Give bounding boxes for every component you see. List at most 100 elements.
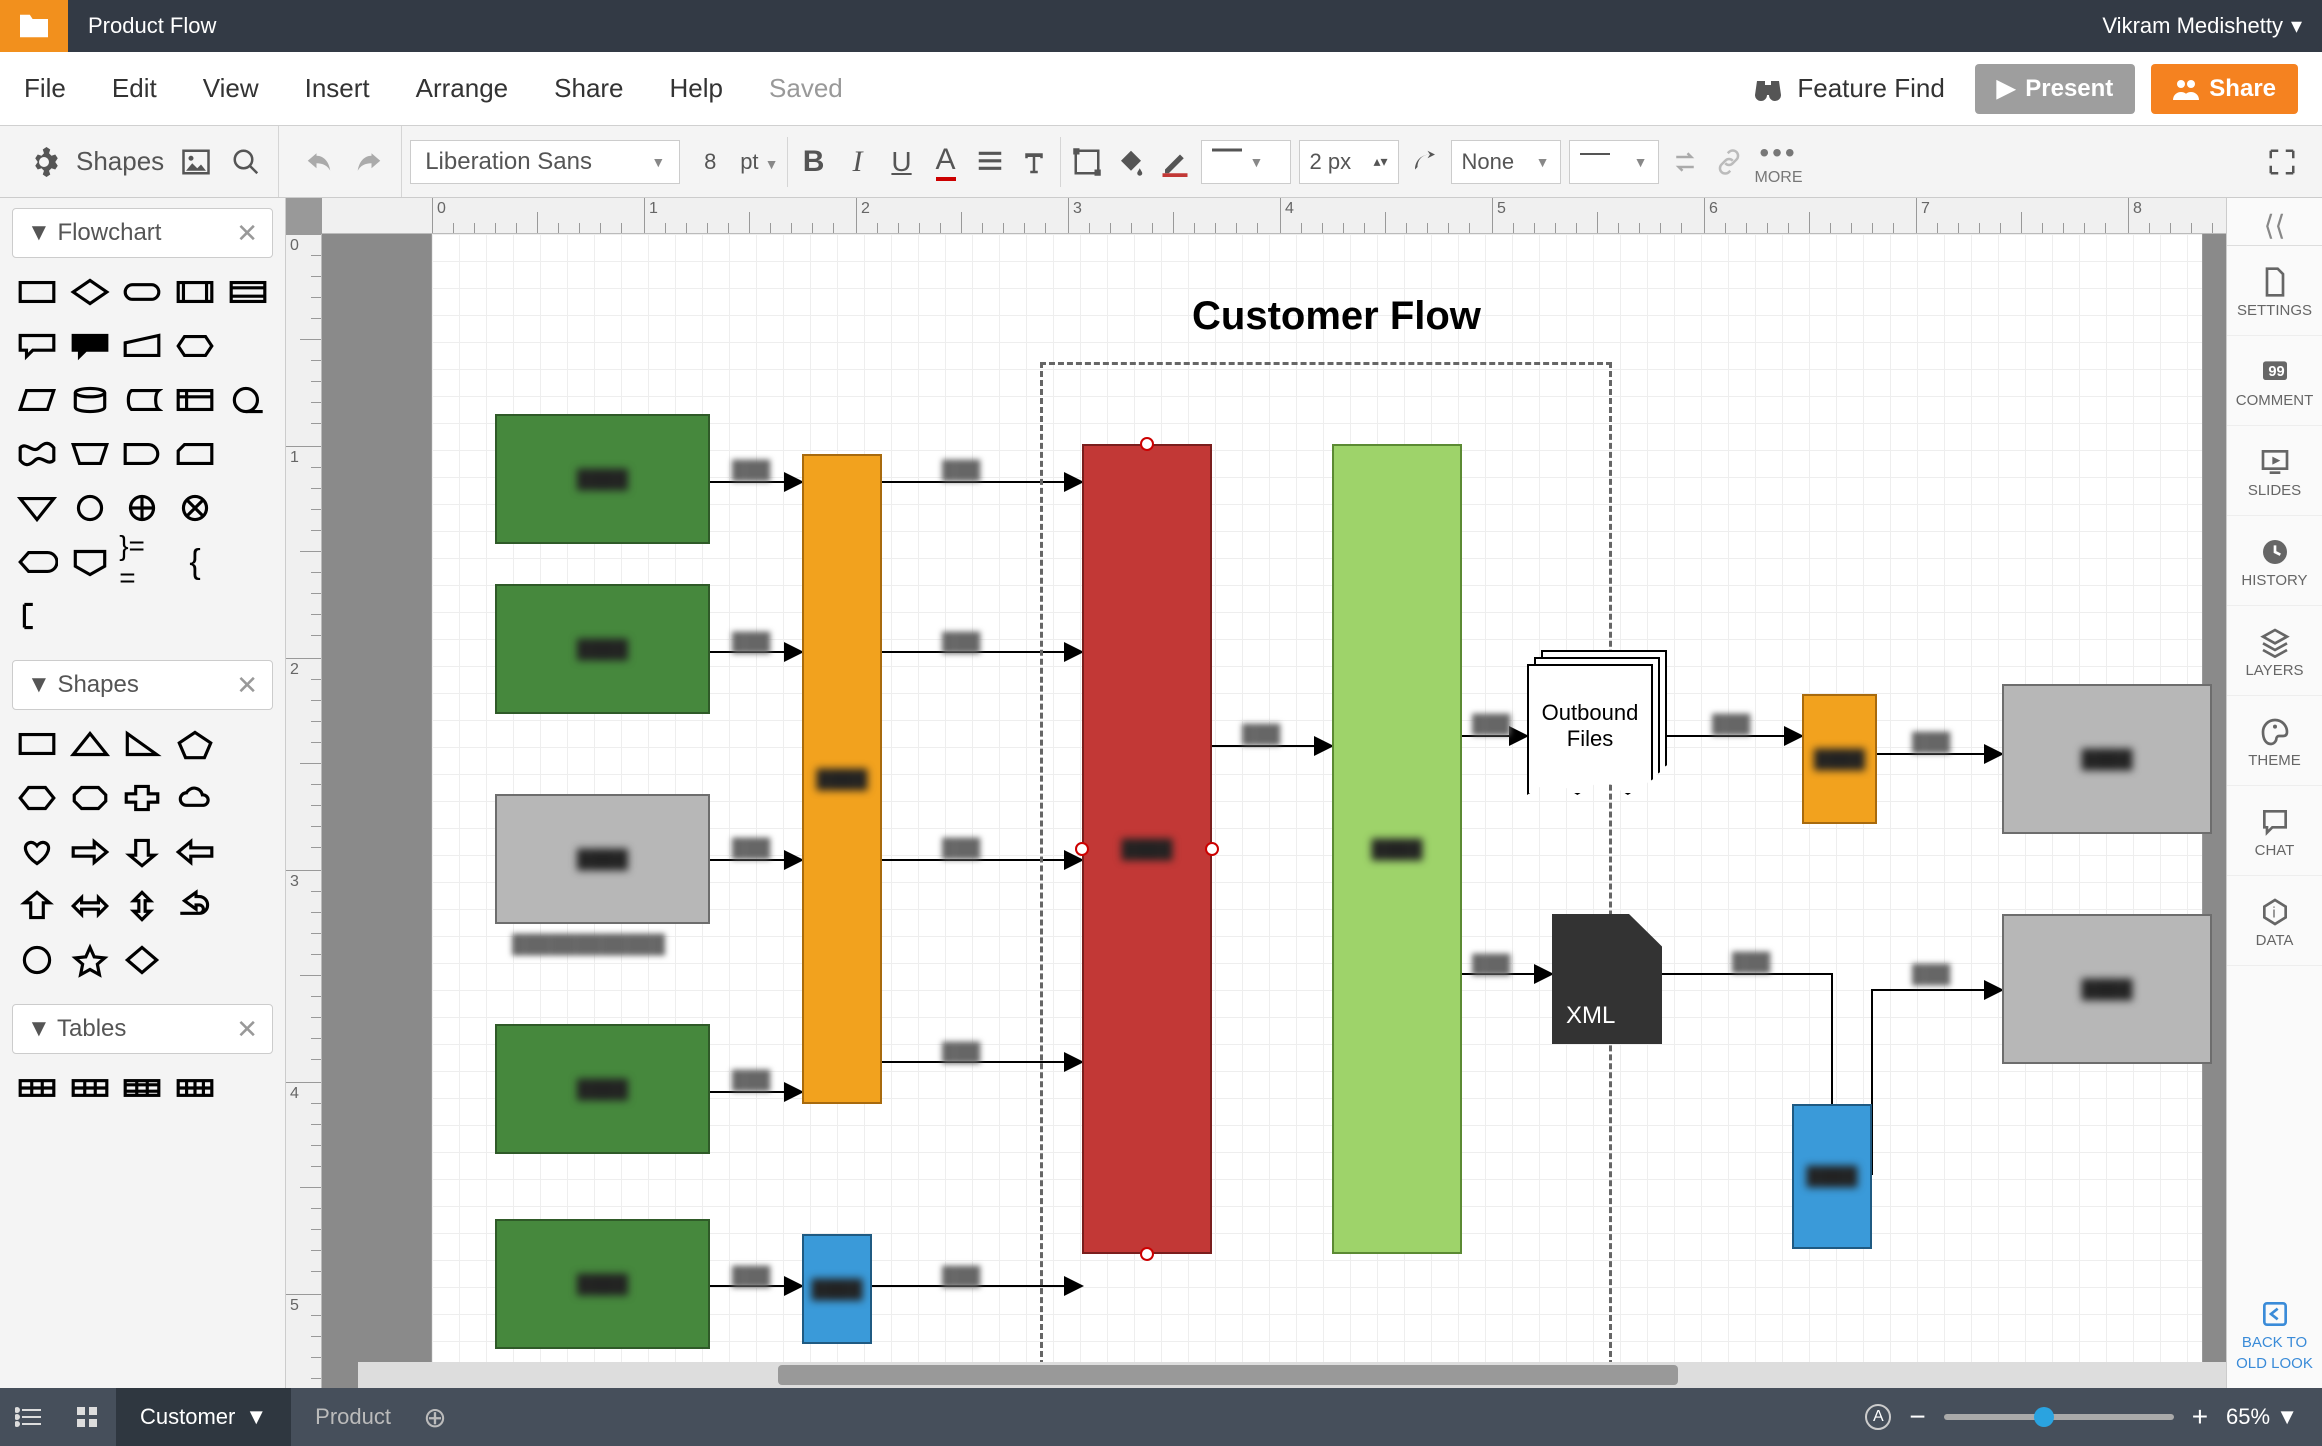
- horizontal-scrollbar[interactable]: [358, 1362, 2226, 1388]
- rp-back-old-look[interactable]: BACK TO OLD LOOK: [2227, 1282, 2322, 1388]
- node-xml[interactable]: XML: [1552, 914, 1662, 1044]
- zoom-out-button[interactable]: −: [1909, 1401, 1925, 1433]
- zoom-in-button[interactable]: +: [2192, 1401, 2208, 1433]
- fill-color-button[interactable]: [1113, 144, 1149, 180]
- zoom-level[interactable]: 65% ▼: [2226, 1404, 2298, 1430]
- shape-sumjunc[interactable]: [119, 484, 166, 532]
- shape-star[interactable]: [67, 936, 114, 984]
- image-icon[interactable]: [178, 144, 214, 180]
- shape-arrow-d[interactable]: [119, 828, 166, 876]
- shape-arrow-bend[interactable]: [172, 882, 219, 930]
- shape-internalstore[interactable]: [172, 376, 219, 424]
- menu-insert[interactable]: Insert: [305, 73, 370, 104]
- shape-pentagon[interactable]: [172, 720, 219, 768]
- zoom-slider-thumb[interactable]: [2034, 1407, 2054, 1427]
- shape-storeddata[interactable]: [119, 376, 166, 424]
- rp-chat[interactable]: CHAT: [2227, 790, 2322, 876]
- shape-data[interactable]: [14, 376, 61, 424]
- node-gray2[interactable]: ████: [2002, 684, 2212, 834]
- user-menu[interactable]: Vikram Medishetty ▾: [2102, 13, 2302, 39]
- shape-cross[interactable]: [119, 774, 166, 822]
- menu-view[interactable]: View: [203, 73, 259, 104]
- shape-table4[interactable]: [172, 1064, 219, 1112]
- rp-slides[interactable]: SLIDES: [2227, 430, 2322, 516]
- node-gray1[interactable]: ████: [495, 794, 710, 924]
- library-header-shapes[interactable]: ▼ Shapes ✕: [12, 660, 273, 710]
- folder-icon[interactable]: [0, 0, 68, 52]
- shape-heart[interactable]: [14, 828, 61, 876]
- node-green1[interactable]: ████: [1332, 444, 1462, 1254]
- diagram-title[interactable]: Customer Flow: [1192, 294, 1481, 339]
- node-gray3[interactable]: ████: [2002, 914, 2212, 1064]
- shape-card[interactable]: [172, 430, 219, 478]
- grid-icon[interactable]: [58, 1388, 116, 1446]
- shape-rect[interactable]: [14, 268, 61, 316]
- add-page-button[interactable]: ⊕: [415, 1401, 455, 1434]
- node-blue2[interactable]: ████: [1792, 1104, 1872, 1249]
- node-g2[interactable]: ████: [495, 584, 710, 714]
- font-family-select[interactable]: Liberation Sans▼: [410, 140, 680, 184]
- font-unit-select[interactable]: pt ▼: [740, 149, 778, 175]
- shape-arrow-u[interactable]: [14, 882, 61, 930]
- selection-handle[interactable]: [1205, 842, 1219, 856]
- shape-arrow-lr[interactable]: [67, 882, 114, 930]
- menu-arrange[interactable]: Arrange: [416, 73, 509, 104]
- close-icon[interactable]: ✕: [236, 670, 258, 701]
- document-title[interactable]: Product Flow: [88, 13, 216, 39]
- shape-manualinput[interactable]: [119, 322, 166, 370]
- page-tab-product[interactable]: Product: [291, 1388, 415, 1446]
- shape-offpage[interactable]: [67, 538, 114, 586]
- shape-table3[interactable]: [119, 1064, 166, 1112]
- shape-display[interactable]: [14, 538, 61, 586]
- node-g4[interactable]: ████: [495, 1219, 710, 1349]
- fullscreen-icon[interactable]: [2264, 144, 2300, 180]
- shape-righttri[interactable]: [119, 720, 166, 768]
- collapse-button[interactable]: ⟨⟨: [2227, 206, 2322, 246]
- shape-brace2[interactable]: {: [172, 538, 219, 586]
- border-color-button[interactable]: [1157, 144, 1193, 180]
- shape-connector[interactable]: [67, 484, 114, 532]
- menu-edit[interactable]: Edit: [112, 73, 157, 104]
- italic-button[interactable]: I: [840, 144, 876, 180]
- rp-layers[interactable]: LAYERS: [2227, 610, 2322, 696]
- close-icon[interactable]: ✕: [236, 1014, 258, 1045]
- shape-hexagon[interactable]: [172, 322, 219, 370]
- search-icon[interactable]: [228, 144, 264, 180]
- node-red1[interactable]: ████: [1082, 444, 1212, 1254]
- shape-cloud[interactable]: [172, 774, 219, 822]
- shape-note[interactable]: [14, 592, 61, 640]
- selection-handle[interactable]: [1140, 1247, 1154, 1261]
- menu-share[interactable]: Share: [554, 73, 623, 104]
- shape-seqdata[interactable]: [224, 376, 271, 424]
- underline-button[interactable]: U: [884, 144, 920, 180]
- shape-triangle[interactable]: [67, 720, 114, 768]
- shape-merge[interactable]: [14, 484, 61, 532]
- align-button[interactable]: [972, 144, 1008, 180]
- rp-comment[interactable]: 99COMMENT: [2227, 340, 2322, 426]
- arrow-start-select[interactable]: None▼: [1451, 140, 1561, 184]
- text-tool-button[interactable]: [1016, 144, 1052, 180]
- shape-circle2[interactable]: [14, 936, 61, 984]
- more-button[interactable]: ••• MORE: [1755, 137, 1803, 187]
- zoom-slider[interactable]: [1944, 1414, 2174, 1420]
- selection-handle[interactable]: [1140, 437, 1154, 451]
- rp-data[interactable]: iDATA: [2227, 880, 2322, 966]
- menu-help[interactable]: Help: [670, 73, 723, 104]
- zoom-reset-icon[interactable]: A: [1865, 1404, 1891, 1430]
- page[interactable]: Customer Flow ████ ████ ████ ████ ████ ████ ███…: [432, 234, 2202, 1388]
- undo-icon[interactable]: [301, 144, 337, 180]
- link-icon[interactable]: [1711, 144, 1747, 180]
- shape-arrow-ud[interactable]: [119, 882, 166, 930]
- feature-find[interactable]: Feature Find: [1751, 73, 1944, 104]
- shape-hex2[interactable]: [14, 774, 61, 822]
- shape-table1[interactable]: [14, 1064, 61, 1112]
- shape-octagon[interactable]: [67, 774, 114, 822]
- shape-predef[interactable]: [172, 268, 219, 316]
- selection-handle[interactable]: [1075, 842, 1089, 856]
- shape-terminator[interactable]: [119, 268, 166, 316]
- rp-settings[interactable]: SETTINGS: [2227, 250, 2322, 336]
- share-button[interactable]: Share: [2151, 64, 2298, 114]
- shape-diamond[interactable]: [67, 268, 114, 316]
- canvas-viewport[interactable]: Customer Flow ████ ████ ████ ████ ████ ████ ███…: [322, 234, 2226, 1388]
- node-g1[interactable]: ████: [495, 414, 710, 544]
